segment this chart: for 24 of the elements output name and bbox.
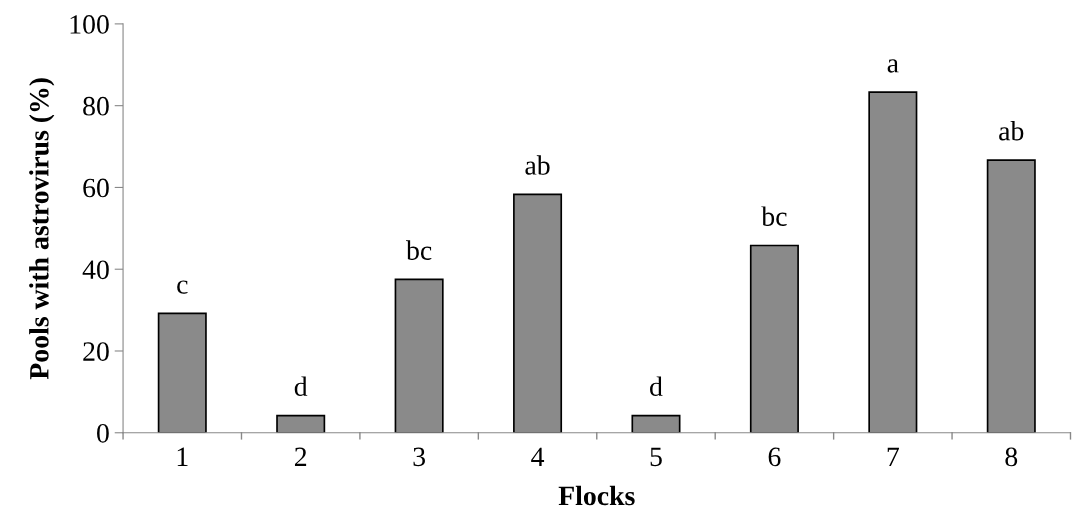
annotation: d [294,376,308,397]
x-tick-label: 3 [413,447,425,467]
annotation: ab [999,120,1024,141]
annotation: c [177,280,188,294]
y-tick-label: 60 [83,178,109,198]
y-axis-title: Pools with astrovirus (%) [29,78,55,380]
x-tick-label: 6 [768,447,781,467]
x-tick-label: 7 [887,447,899,466]
x-axis-title: Flocks [558,485,635,506]
y-tick-label: 80 [83,96,109,116]
y-tick-label: 40 [82,260,109,280]
x-tick-label: 2 [294,447,307,466]
y-tick-label: 0 [97,423,109,443]
annotation: d [650,376,663,397]
annotation: bc [761,206,787,226]
annotation: ab [525,155,550,175]
x-tick-label: 8 [1005,447,1018,467]
y-tick-label: 100 [70,15,109,34]
x-tick-label: 1 [177,447,188,466]
x-tick-label: 5 [650,447,662,467]
annotation: bc [406,240,432,260]
annotation: a [887,59,899,73]
x-tick-label: 4 [531,447,545,466]
y-tick-label: 20 [83,342,109,361]
